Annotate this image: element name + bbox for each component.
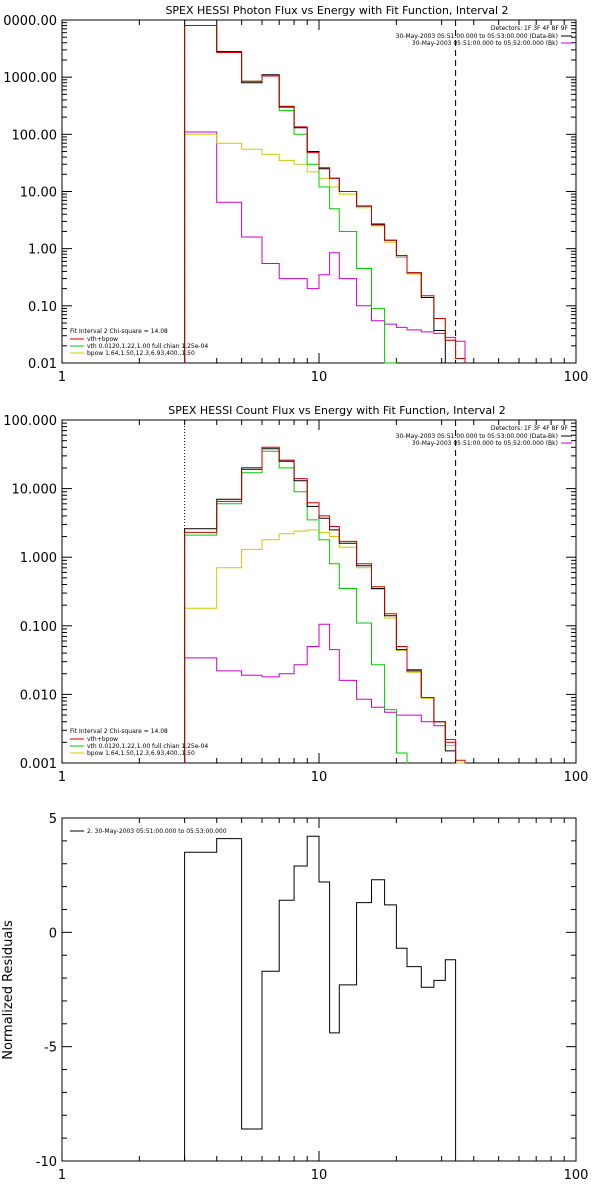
series-background-line (184, 131, 466, 364)
legend: 2. 30-May-2003 05:51:00.000 to 05:53:00.… (70, 828, 227, 835)
x-axis: 1 10 100 (58, 420, 589, 785)
y-tick-label: 0.001 (20, 757, 57, 772)
chart-title: SPEX HESSI Count Flux vs Energy with Fit… (168, 404, 505, 417)
plot-frame (61, 419, 577, 764)
legend-bottom-left: Fit Interval 2 Chi-square = 14.08 vth+bp… (70, 728, 208, 757)
legend-fit-header: Fit Interval 2 Chi-square = 14.08 (70, 328, 168, 335)
x-tick-label: 1 (58, 770, 66, 785)
series-group (184, 25, 466, 364)
legend-top-right: Detectors: 1F 3F 4F 8F 9F 30-May-2003 05… (396, 425, 572, 447)
x-tick-label: 100 (564, 370, 589, 385)
legend-detectors: Detectors: 1F 3F 4F 8F 9F (491, 25, 569, 32)
y-axis: 0.001 0.010 0.100 1.000 10.000 100.000 (3, 414, 576, 772)
legend-detectors: Detectors: 1F 3F 4F 8F 9F (491, 425, 569, 432)
y-tick-label: 0.10 (28, 300, 57, 315)
y-axis: -10 -5 0 5 (36, 812, 576, 1170)
x-tick-label: 10 (311, 770, 328, 785)
y-tick-label: 0.010 (20, 688, 57, 703)
plot-frame (61, 19, 577, 364)
series-background-line (184, 623, 457, 764)
x-axis: 1 10 100 (58, 818, 589, 1183)
series-bpow-line (184, 529, 466, 764)
residuals-panel: 1 10 100 -10 -5 0 5 Normalized Residuals 2. 3… (1, 812, 588, 1183)
y-tick-label: 1.00 (28, 243, 57, 258)
series-fit-total-line (184, 446, 466, 764)
legend-entry-bpow: bpow 1.64,1.50,12.3,6.93,400.,1.50 (87, 750, 195, 757)
legend-top-right: Detectors: 1F 3F 4F 8F 9F 30-May-2003 05… (396, 25, 572, 47)
legend-entry-fit-total: vth+bpow (87, 336, 118, 343)
x-tick-label: 10 (311, 370, 328, 385)
y-tick-label: 100.000 (3, 414, 57, 429)
x-tick-label: 1 (58, 370, 66, 385)
x-tick-label: 1 (58, 1168, 66, 1183)
legend-entry-background: 30-May-2003 05:51:00.000 to 05:52:00.000… (412, 40, 558, 47)
series-residuals-line (184, 835, 457, 1162)
y-tick-label: 10.00 (20, 186, 57, 201)
y-tick-label: 1000.00 (3, 71, 57, 86)
x-tick-label: 100 (564, 1168, 589, 1183)
x-tick-label: 10 (311, 1168, 328, 1183)
chart-title: SPEX HESSI Photon Flux vs Energy with Fi… (165, 4, 508, 17)
legend-entry-vth: vth 0.0120,1.22,1.00 full chian 1.25e-04 (87, 743, 208, 750)
y-tick-label: 0 (49, 926, 57, 941)
series-data-line (184, 25, 457, 364)
y-tick-label: 0.01 (28, 357, 57, 372)
legend-entry-data: 30-May-2003 05:51:00.000 to 05:53:00.000… (396, 433, 558, 440)
legend-entry-data: 30-May-2003 05:51:00.000 to 05:53:00.000… (396, 33, 558, 40)
x-axis: 1 10 100 (58, 20, 589, 385)
series-data-line (184, 448, 457, 764)
y-tick-label: -10 (36, 1155, 57, 1170)
y-tick-label: -5 (44, 1041, 57, 1056)
y-tick-label: 0000.00 (3, 14, 57, 29)
legend-entry-background: 30-May-2003 05:51:00.000 to 05:52:00.000… (412, 440, 558, 447)
legend-entry-vth: vth 0.0120,1.22,1.00 full chian 1.25e-04 (87, 343, 208, 350)
x-tick-label: 100 (564, 770, 589, 785)
y-tick-label: 10.000 (12, 483, 58, 498)
legend-fit-header: Fit Interval 2 Chi-square = 14.08 (70, 728, 168, 735)
y-tick-label: 0.100 (20, 620, 57, 635)
y-tick-label: 100.00 (12, 128, 58, 143)
photon-flux-panel: SPEX HESSI Photon Flux vs Energy with Fi… (3, 4, 588, 385)
legend-bottom-left: Fit Interval 2 Chi-square = 14.08 vth+bp… (70, 328, 208, 357)
y-tick-label: 5 (49, 812, 57, 827)
count-flux-panel: SPEX HESSI Count Flux vs Energy with Fit… (3, 404, 588, 785)
legend-entry-bpow: bpow 1.64,1.50,12.3,6.93,400.,1.50 (87, 350, 195, 357)
series-group (184, 835, 457, 1162)
y-axis-label: Normalized Residuals (1, 920, 16, 1060)
y-axis: 0.01 0.10 1.00 10.00 100.00 1000.00 0000.00 (3, 14, 576, 372)
legend-entry-fit-total: vth+bpow (87, 736, 118, 743)
series-vth-line (184, 450, 408, 764)
series-fit-total-line (184, 25, 466, 364)
legend-entry-residuals: 2. 30-May-2003 05:51:00.000 to 05:53:00.… (87, 828, 227, 835)
y-tick-label: 1.000 (20, 551, 57, 566)
series-group (184, 446, 466, 764)
